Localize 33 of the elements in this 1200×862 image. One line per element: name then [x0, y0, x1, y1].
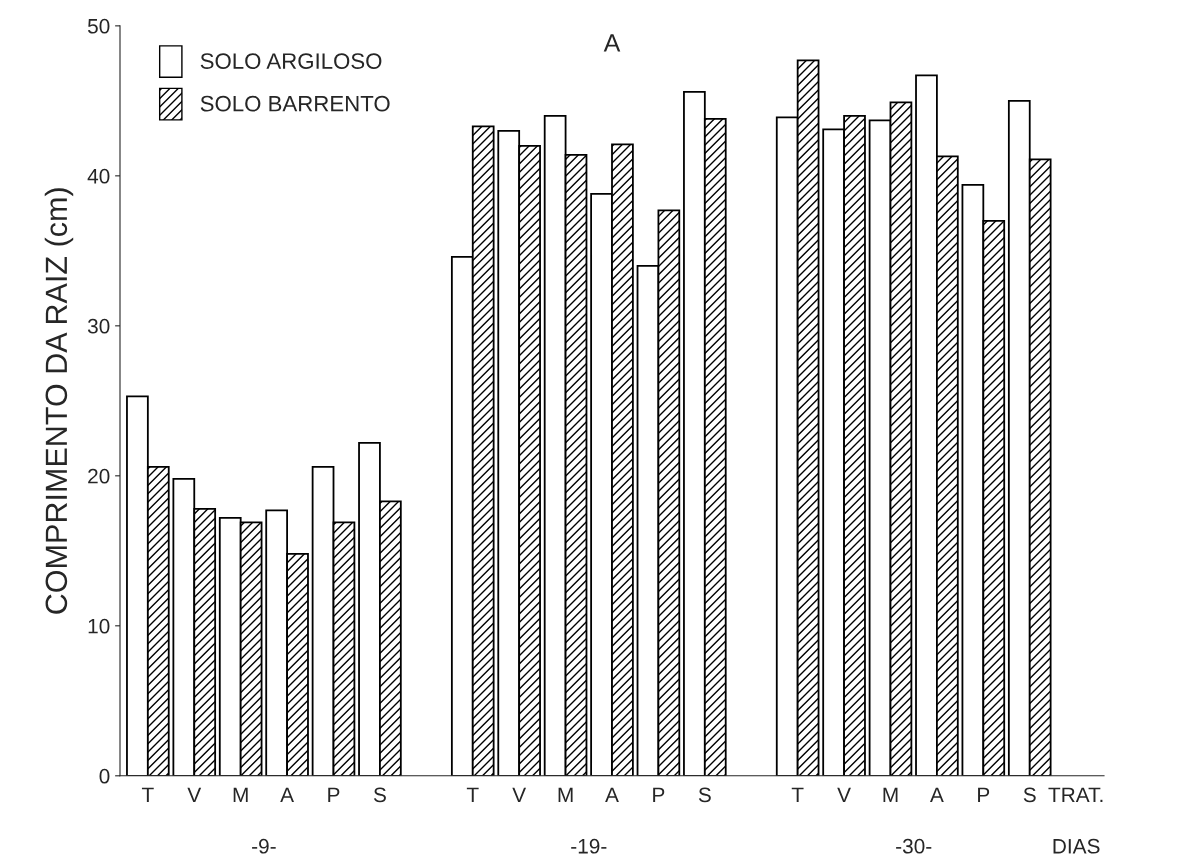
- x-tick-label: P: [328, 787, 340, 803]
- x-tick-label: TRAT.: [1048, 787, 1103, 803]
- x-tick-label: A: [930, 787, 944, 803]
- x-tick-label: P: [978, 787, 990, 803]
- x-tick-label: T: [141, 787, 154, 803]
- x-tick-label: P: [653, 787, 665, 803]
- x-tick-label: S: [373, 787, 386, 803]
- x-tick-label: M: [558, 787, 573, 803]
- x-tick-label: T: [791, 787, 804, 803]
- legend-label: SOLO BARRENTO: [200, 95, 390, 112]
- x-tick-label: A: [280, 787, 294, 803]
- text: -9-: [252, 838, 276, 854]
- x-tick-label: V: [837, 787, 851, 803]
- y-tick-label: 50: [87, 18, 110, 34]
- x-tick-label: A: [605, 787, 619, 803]
- y-tick-label: 30: [87, 318, 110, 334]
- x-tick-label: S: [1023, 787, 1036, 803]
- y-tick-label: 10: [88, 618, 110, 634]
- text: DIAS: [1053, 838, 1100, 854]
- x-tick-label: M: [233, 787, 248, 803]
- y-tick-label: 0: [99, 768, 110, 784]
- x-tick-label: V: [512, 787, 527, 803]
- x-tick-label: T: [466, 787, 479, 803]
- chart-title: A: [603, 34, 621, 52]
- y-axis-title: COMPRIMENTO DA RAIZ (cm): [44, 188, 74, 614]
- x-tick-label: V: [187, 787, 202, 803]
- y-tick-label: 20: [88, 468, 110, 484]
- x-tick-label: S: [698, 787, 711, 803]
- legend-label: SOLO ARGILOSO: [200, 53, 382, 69]
- y-tick-label: 40: [87, 168, 110, 184]
- text: -19-: [571, 838, 607, 854]
- x-tick-label: M: [883, 787, 898, 803]
- text: -30-: [896, 838, 932, 854]
